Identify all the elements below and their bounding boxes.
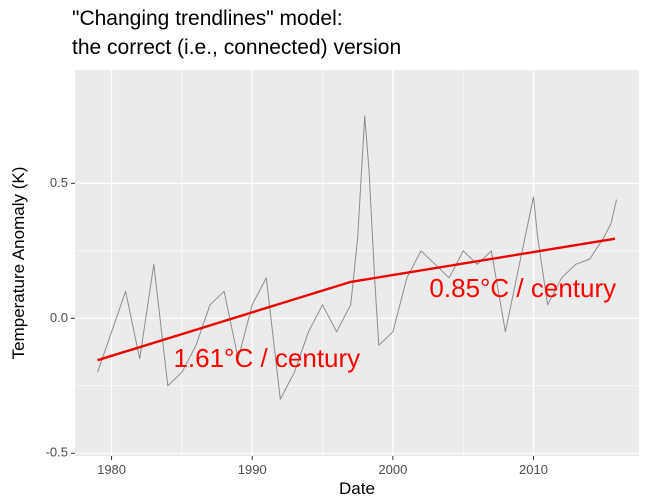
y-tick-label: 0.0 (50, 310, 68, 325)
y-axis-title: Temperature Anomaly (K) (9, 167, 28, 360)
x-tick-label: 1980 (97, 462, 126, 477)
trend-annotation-1: 1.61°C / century (173, 343, 360, 373)
plot-panel (75, 70, 639, 456)
trendline-series (97, 237, 616, 362)
x-tick-label: 2000 (378, 462, 407, 477)
y-tick-label: 0.5 (50, 175, 68, 190)
chart-subtitle: the correct (i.e., connected) version (72, 36, 401, 59)
x-axis-title: Date (339, 479, 375, 498)
x-tick-label: 1990 (238, 462, 267, 477)
anomaly-series (97, 115, 617, 400)
x-tick-label: 2010 (519, 462, 548, 477)
annotation-layer: 1.61°C / century 0.85°C / century (173, 273, 616, 373)
x-axis: 1980 1990 2000 2010 (97, 456, 548, 477)
chart-title: "Changing trendlines" model: (72, 7, 343, 30)
trend-annotation-2: 0.85°C / century (429, 273, 616, 303)
gridlines (75, 70, 639, 456)
y-tick-label: -0.5 (46, 445, 68, 460)
y-axis: -0.5 0.0 0.5 (46, 175, 75, 460)
series-layer (97, 115, 617, 400)
